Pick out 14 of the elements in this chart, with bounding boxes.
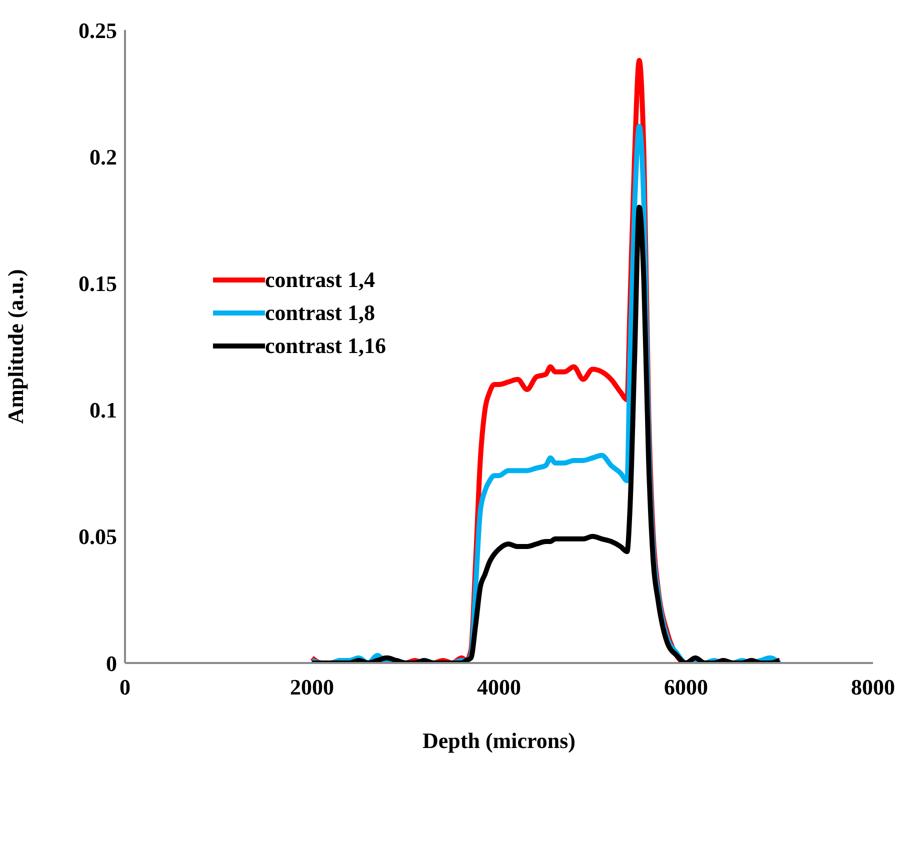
y-tick-label: 0.25: [78, 18, 117, 43]
x-tick-label: 4000: [477, 674, 521, 700]
x-tick-label: 6000: [664, 674, 708, 700]
x-tick-label: 2000: [290, 674, 334, 700]
y-tick-label: 0.1: [90, 398, 117, 423]
y-tick-label: 0.05: [78, 524, 117, 550]
x-axis-title: Depth (microns): [422, 728, 576, 753]
y-tick-label: 0: [106, 650, 117, 676]
legend-label: contrast 1,16: [265, 332, 386, 358]
x-tick-label: 8000: [851, 674, 895, 700]
legend-label: contrast 1,4: [265, 266, 375, 292]
y-tick-label: 0.2: [90, 144, 117, 170]
y-tick-label: 0.15: [78, 271, 117, 296]
legend-label: contrast 1,8: [265, 300, 375, 326]
